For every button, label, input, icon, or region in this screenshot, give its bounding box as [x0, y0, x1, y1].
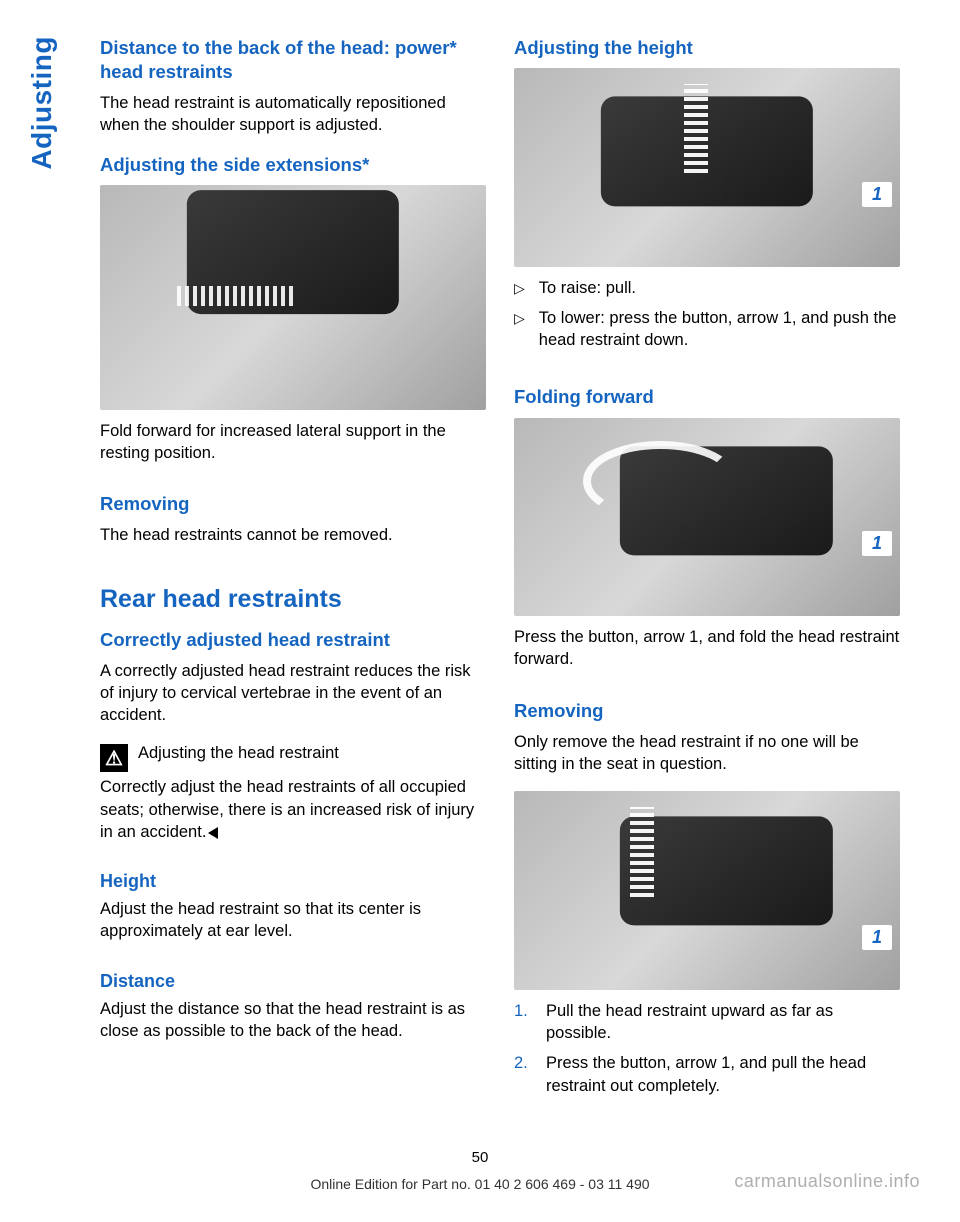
list-item: 2. Press the button, arrow 1, and pull t… [514, 1052, 900, 1097]
figure-callout-1: 1 [862, 531, 892, 556]
paragraph: Only remove the head restraint if no one… [514, 731, 900, 776]
heading-distance: Distance [100, 971, 486, 992]
figure-callout-1: 1 [862, 925, 892, 950]
warning-triangle-icon: ⚠ [105, 746, 123, 771]
figure-side-extensions [100, 185, 486, 410]
warning-block: ⚠ Adjusting the head restraint [100, 742, 486, 772]
heading-removing-rear: Removing [514, 699, 900, 723]
list-item-text: Press the button, arrow 1, and pull the … [546, 1052, 900, 1097]
figure-removing: 1 [514, 791, 900, 990]
paragraph: The head restraints cannot be removed. [100, 524, 486, 546]
page-content: Distance to the back of the head: power*… [0, 0, 960, 1145]
numbered-list: 1. Pull the head restraint upward as far… [514, 1000, 900, 1105]
figure-caption: Fold forward for increased lateral suppo… [100, 420, 486, 465]
paragraph: A correctly adjusted head restraint redu… [100, 660, 486, 727]
list-item: ▷ To lower: press the button, arrow 1, a… [514, 307, 900, 352]
list-item: ▷ To raise: pull. [514, 277, 900, 299]
left-column: Distance to the back of the head: power*… [100, 36, 486, 1105]
heading-folding-forward: Folding forward [514, 385, 900, 409]
list-item-text: Pull the head restraint upward as far as… [546, 1000, 900, 1045]
heading-side-extensions: Adjusting the side extensions* [100, 153, 486, 177]
bullet-icon: ▷ [514, 309, 525, 328]
list-item: 1. Pull the head restraint upward as far… [514, 1000, 900, 1045]
paragraph: Adjust the distance so that the head res… [100, 998, 486, 1043]
bullet-icon: ▷ [514, 279, 525, 298]
paragraph: Adjust the head restraint so that its ce… [100, 898, 486, 943]
figure-callout-1: 1 [862, 182, 892, 207]
paragraph: Press the button, arrow 1, and fold the … [514, 626, 900, 671]
heading-rear-restraints: Rear head restraints [100, 585, 486, 614]
heading-distance-power: Distance to the back of the head: power*… [100, 36, 486, 84]
heading-correctly-adjusted: Correctly adjusted head restraint [100, 628, 486, 652]
step-number: 1. [514, 1000, 532, 1022]
section-tab: Adjusting [26, 36, 58, 170]
warning-icon: ⚠ [100, 744, 128, 772]
bullet-list: ▷ To raise: pull. ▷ To lower: press the … [514, 277, 900, 360]
list-item-text: To lower: press the button, arrow 1, and… [539, 307, 900, 352]
end-marker-icon [208, 827, 218, 839]
warning-title: Adjusting the head restraint [138, 742, 339, 764]
heading-adjusting-height: Adjusting the height [514, 36, 900, 60]
heading-removing-front: Removing [100, 492, 486, 516]
list-item-text: To raise: pull. [539, 277, 636, 299]
paragraph: The head restraint is automatically repo… [100, 92, 486, 137]
figure-folding-forward: 1 [514, 418, 900, 617]
watermark: carmanualsonline.info [734, 1171, 920, 1192]
figure-adjust-height: 1 [514, 68, 900, 267]
step-number: 2. [514, 1052, 532, 1074]
heading-height: Height [100, 871, 486, 892]
page-number: 50 [0, 1149, 960, 1166]
right-column: Adjusting the height 1 ▷ To raise: pull.… [514, 36, 900, 1105]
warning-body: Correctly adjust the head restraints of … [100, 776, 486, 843]
